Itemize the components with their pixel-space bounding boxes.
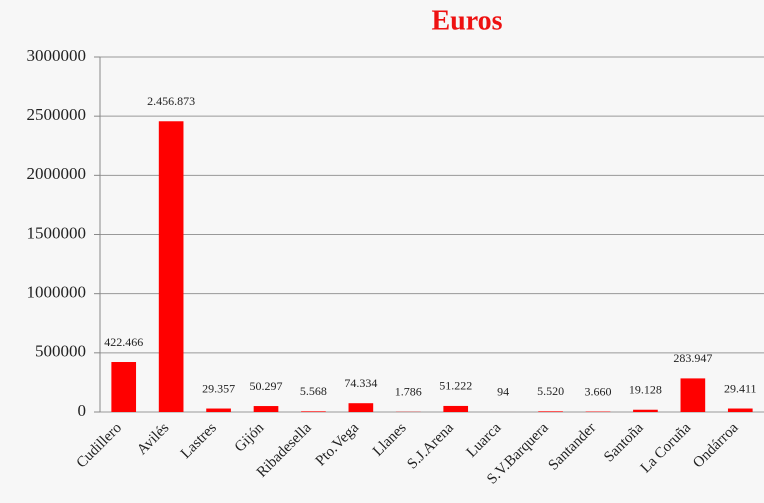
x-tick-label: Ondárroa [690,420,742,472]
x-tick-label: Pto.Vega [313,420,363,470]
value-label: 3.660 [585,384,612,398]
x-tick-label: S.J.Arena [404,420,457,473]
y-tick-label: 3000000 [27,46,87,65]
bar [538,411,563,412]
bar [158,121,184,413]
x-tick-label: Llanes [370,420,410,460]
bar [253,406,279,412]
y-tick-label: 2000000 [27,164,87,183]
value-label: 50.297 [250,379,283,393]
bar [633,409,658,412]
y-tick-label: 1000000 [27,283,87,302]
value-label: 1.786 [395,385,422,399]
y-tick-label: 0 [78,401,87,420]
bar [348,403,374,412]
x-tick-label: Santander [546,420,600,474]
y-tick-label: 500000 [35,342,86,361]
value-label: 94 [497,385,509,399]
y-tick-label: 2500000 [27,105,87,124]
x-tick-label: Avilés [134,420,172,458]
x-tick-label: Gijón [232,420,268,456]
bar [680,378,706,412]
x-tick-label: Santoña [601,420,647,466]
value-label: 5.568 [300,384,327,398]
bar [443,405,469,412]
value-label: 2.456.873 [147,94,195,108]
value-label: 29.411 [724,381,757,395]
value-label: 74.334 [344,376,377,390]
chart-title: Euros [431,5,502,36]
value-label: 19.128 [629,382,662,396]
x-tick-label: La Coruña [638,420,695,477]
x-tick-label: Luarca [464,420,505,461]
value-label: 422.466 [104,335,143,349]
value-label: 283.947 [673,351,712,365]
bar [206,408,231,412]
value-label: 5.520 [537,384,564,398]
x-tick-label: Cudillero [74,420,125,471]
value-label: 29.357 [202,381,235,395]
bar [111,362,137,412]
x-tick-label: Lastres [178,420,220,462]
bar [727,408,753,412]
value-label: 51.222 [439,379,472,393]
y-tick-label: 1500000 [27,223,87,242]
bar [301,411,326,412]
